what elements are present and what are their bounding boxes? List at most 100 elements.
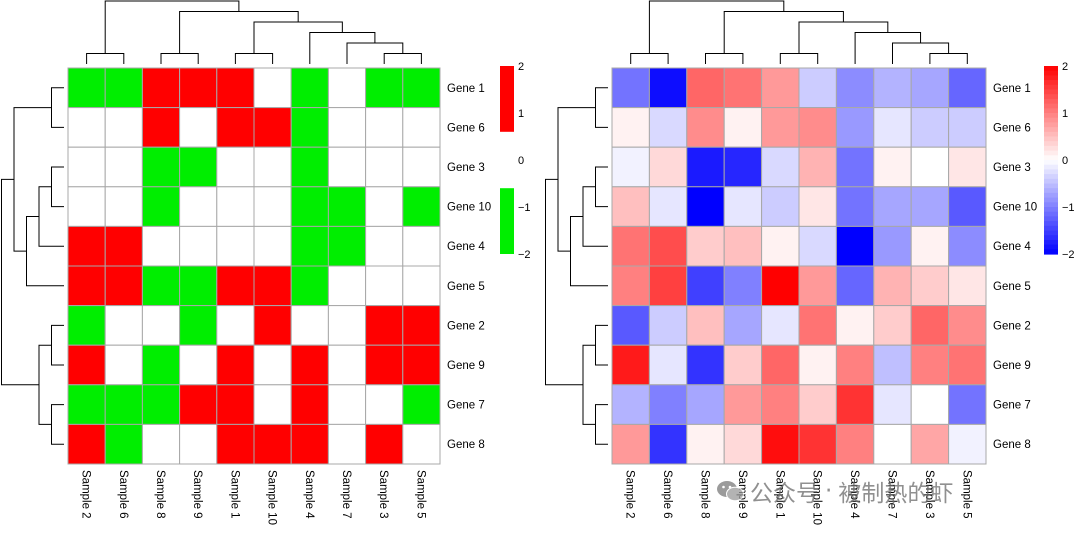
legend-gradient-step: [1044, 150, 1058, 156]
cell-gene-1-sample-10: [253, 67, 292, 109]
cell-gene-2-sample-8: [686, 305, 725, 346]
legend-gradient-step: [1044, 197, 1058, 203]
legend-gradient-step: [1044, 244, 1058, 250]
cell-gene-5-sample-10: [798, 265, 837, 307]
cell-gene-7-sample-8: [686, 384, 725, 425]
row-dendrogram-branch: [51, 324, 64, 366]
cell-gene-2-sample-5: [402, 305, 441, 346]
row-dendrogram-branch: [595, 166, 608, 208]
cell-gene-10-sample-6: [648, 186, 688, 227]
legend-gradient-step: [1044, 89, 1058, 95]
cell-gene-4-sample-3: [910, 225, 950, 267]
cell-gene-2-sample-8: [141, 305, 181, 346]
cell-gene-7-sample-3: [910, 384, 950, 425]
legend-gradient-step: [1044, 75, 1058, 81]
watermark-text-1: 公众号: [750, 481, 819, 507]
cell-gene-4-sample-8: [686, 225, 725, 267]
cell-gene-4-sample-4: [290, 225, 329, 267]
cell-gene-5-sample-7: [327, 265, 367, 307]
cell-gene-4-sample-2: [67, 225, 106, 267]
legend-gradient-step: [1044, 202, 1058, 208]
cell-gene-3-sample-7: [873, 146, 912, 188]
cell-gene-2-sample-6: [104, 305, 143, 346]
cell-gene-8-sample-9: [723, 423, 763, 465]
legend-gradient-step: [1044, 249, 1058, 255]
cell-gene-6-sample-10: [253, 107, 292, 148]
row-label-gene-10: Gene 10: [993, 202, 1037, 214]
cell-gene-1-sample-7: [327, 67, 367, 109]
cell-gene-1-sample-10: [798, 67, 837, 109]
legend-gradient-step: [1044, 188, 1058, 194]
watermark-separator: ·: [825, 478, 833, 504]
legend-tick-label: 1: [1062, 108, 1068, 120]
cell-gene-5-sample-5: [948, 265, 987, 307]
cell-gene-8-sample-1: [761, 423, 800, 465]
legend-gradient-step: [1044, 169, 1058, 175]
cell-gene-5-sample-1: [216, 265, 255, 307]
row-dendrogram-branch: [26, 216, 64, 287]
legend-gradient-step: [1044, 207, 1058, 213]
cell-gene-4-sample-6: [104, 225, 143, 267]
row-dendrogram-branch: [582, 344, 596, 425]
cell-gene-5-sample-6: [648, 265, 688, 307]
legend-gradient-step: [1044, 160, 1058, 166]
cell-gene-8-sample-10: [253, 423, 292, 465]
cell-gene-3-sample-4: [290, 146, 329, 188]
cell-gene-5-sample-2: [611, 265, 650, 307]
cell-gene-1-sample-8: [141, 67, 181, 109]
cell-gene-10-sample-1: [216, 186, 255, 227]
cell-gene-7-sample-4: [835, 384, 875, 425]
cell-gene-10-sample-2: [611, 186, 650, 227]
cell-gene-1-sample-5: [402, 67, 441, 109]
cell-gene-9-sample-6: [104, 344, 143, 386]
cell-gene-10-sample-8: [141, 186, 181, 227]
cell-gene-4-sample-9: [179, 225, 218, 267]
cell-gene-5-sample-7: [873, 265, 912, 307]
cell-gene-5-sample-4: [835, 265, 875, 307]
cell-gene-5-sample-5: [402, 265, 441, 307]
cell-gene-10-sample-5: [948, 186, 987, 227]
cell-gene-7-sample-2: [611, 384, 650, 425]
cell-gene-5-sample-10: [253, 265, 292, 307]
cell-gene-4-sample-9: [723, 225, 763, 267]
row-label-gene-4: Gene 4: [447, 241, 485, 253]
cell-gene-3-sample-8: [141, 146, 181, 188]
cell-gene-1-sample-9: [723, 67, 763, 109]
cell-gene-5-sample-4: [290, 265, 329, 307]
cell-gene-2-sample-6: [648, 305, 688, 346]
cell-gene-6-sample-8: [141, 107, 181, 148]
legend-gradient-step: [1044, 131, 1058, 138]
row-label-gene-3: Gene 3: [447, 162, 485, 174]
cell-gene-10-sample-3: [365, 186, 404, 227]
heatmap-panel-binary: Gene 1 Gene 6 Gene 3 Gene 10 Gene 4 Gene 5 Gen…: [1, 0, 531, 525]
cell-gene-9-sample-10: [253, 344, 292, 386]
cell-gene-8-sample-5: [402, 423, 441, 465]
cell-gene-8-sample-2: [611, 423, 650, 465]
cell-gene-10-sample-10: [798, 186, 837, 227]
cell-gene-5-sample-6: [104, 265, 143, 307]
column-dendrogram-branch: [383, 53, 422, 64]
cell-gene-3-sample-5: [948, 146, 987, 188]
column-label-sample-4: Sample 4: [303, 470, 315, 519]
cell-gene-6-sample-4: [290, 107, 329, 148]
cell-gene-3-sample-10: [253, 146, 292, 188]
legend-tick-label: −1: [1062, 202, 1075, 214]
cell-gene-10-sample-9: [179, 186, 218, 227]
legend: 2 1 0 −1 −2: [500, 61, 531, 261]
column-label-sample-1: Sample 1: [228, 470, 240, 519]
column-dendrogram-branch: [723, 11, 844, 54]
cell-gene-7-sample-6: [104, 384, 143, 425]
cell-gene-10-sample-6: [104, 186, 143, 227]
row-label-gene-5: Gene 5: [993, 281, 1031, 293]
legend-tick-label: −1: [518, 202, 531, 214]
cell-gene-6-sample-6: [104, 107, 143, 148]
legend-gradient-step: [1044, 103, 1058, 109]
row-dendrogram-branch: [51, 404, 64, 445]
cell-gene-2-sample-4: [835, 305, 875, 346]
row-label-gene-5: Gene 5: [447, 281, 485, 293]
legend-gradient-step: [1044, 192, 1058, 199]
column-dendrogram-branch: [648, 0, 785, 54]
legend-gradient-step: [1044, 183, 1058, 189]
row-label-gene-1: Gene 1: [447, 83, 485, 95]
cell-gene-5-sample-3: [910, 265, 950, 307]
